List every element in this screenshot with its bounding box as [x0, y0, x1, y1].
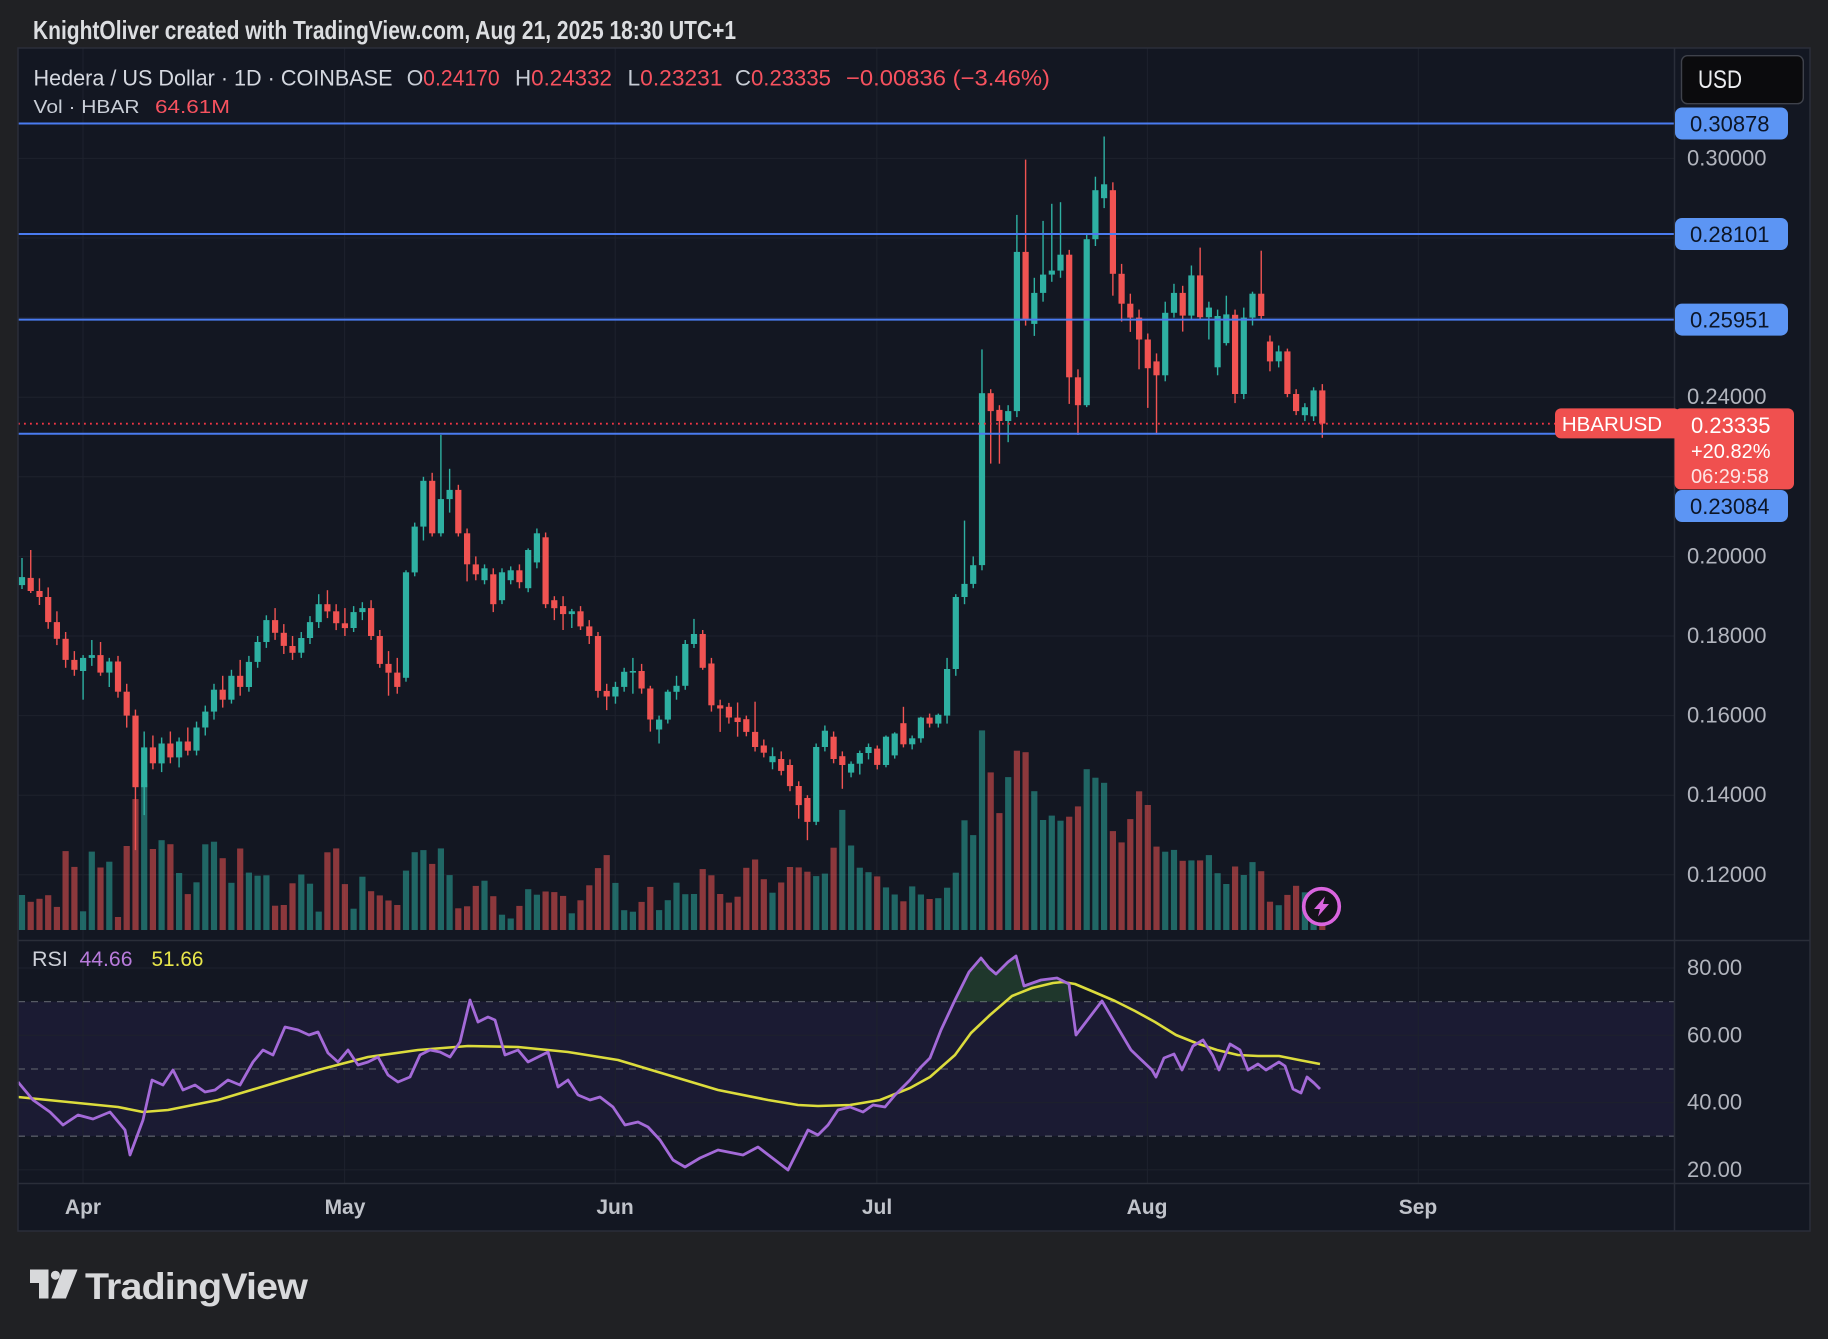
svg-text:20.00: 20.00: [1687, 1157, 1742, 1182]
svg-text:0.23335: 0.23335: [1691, 413, 1771, 438]
svg-text:KnightOliver created with Trad: KnightOliver created with TradingView.co…: [33, 15, 736, 45]
svg-text:TradingView: TradingView: [85, 1266, 308, 1307]
svg-text:Jun: Jun: [596, 1196, 633, 1219]
svg-text:−0.00836 (−3.46%): −0.00836 (−3.46%): [846, 66, 1050, 91]
svg-text:0.23084: 0.23084: [1690, 494, 1770, 519]
svg-text:0.20000: 0.20000: [1687, 543, 1767, 568]
svg-text:O0.24170: O0.24170: [407, 66, 500, 91]
svg-text:0.30878: 0.30878: [1690, 112, 1770, 137]
svg-text:May: May: [325, 1196, 366, 1219]
svg-text:0.18000: 0.18000: [1687, 623, 1767, 648]
svg-text:60.00: 60.00: [1687, 1022, 1742, 1047]
svg-text:06:29:58: 06:29:58: [1691, 466, 1769, 488]
svg-text:0.12000: 0.12000: [1687, 862, 1767, 887]
svg-text:C0.23335: C0.23335: [735, 66, 831, 91]
svg-text:Hedera / US Dollar · 1D · COIN: Hedera / US Dollar · 1D · COINBASE: [34, 66, 393, 91]
svg-text:Sep: Sep: [1399, 1196, 1438, 1219]
svg-text:Apr: Apr: [65, 1196, 101, 1219]
svg-text:H0.24332: H0.24332: [515, 66, 612, 91]
svg-text:64.61M: 64.61M: [155, 97, 230, 117]
svg-text:44.66: 44.66: [80, 947, 133, 971]
svg-text:RSI: RSI: [32, 947, 68, 971]
svg-text:0.14000: 0.14000: [1687, 782, 1767, 807]
svg-text:USD: USD: [1698, 66, 1742, 94]
svg-text:Vol · HBAR: Vol · HBAR: [34, 97, 140, 117]
svg-text:Jul: Jul: [862, 1196, 892, 1219]
svg-text:HBARUSD: HBARUSD: [1562, 413, 1662, 436]
svg-text:51.66: 51.66: [152, 947, 204, 971]
svg-text:40.00: 40.00: [1687, 1090, 1742, 1115]
svg-text:0.25951: 0.25951: [1690, 308, 1770, 333]
svg-text:+20.82%: +20.82%: [1691, 441, 1771, 463]
svg-text:80.00: 80.00: [1687, 955, 1742, 980]
svg-text:0.24000: 0.24000: [1687, 384, 1767, 409]
svg-text:0.28101: 0.28101: [1690, 222, 1770, 247]
svg-text:0.30000: 0.30000: [1687, 145, 1767, 170]
svg-text:0.16000: 0.16000: [1687, 703, 1767, 728]
svg-text:L0.23231: L0.23231: [628, 66, 723, 91]
svg-text:Aug: Aug: [1127, 1196, 1168, 1219]
